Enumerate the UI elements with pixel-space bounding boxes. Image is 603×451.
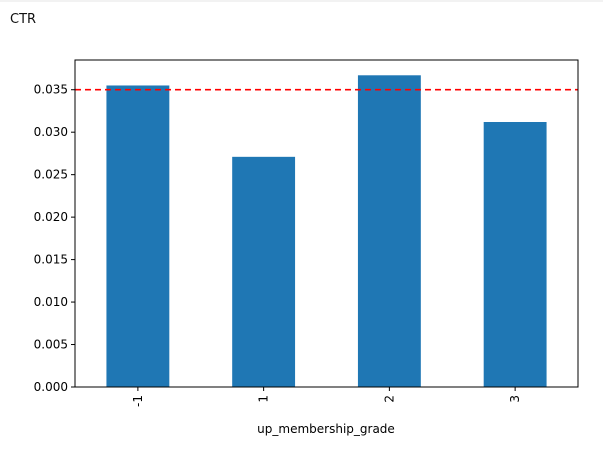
bars-group [106, 75, 547, 387]
plot-frame [74, 59, 579, 388]
x-axis-ticks: -1 1 2 3 [131, 387, 522, 407]
output-text: CTR [10, 12, 37, 27]
y-tick-label: 0.005 [34, 338, 68, 352]
cell-top-border [0, 0, 603, 2]
y-tick-label: 0.025 [34, 168, 68, 182]
bar-3 [483, 122, 547, 387]
x-tick-label: -1 [131, 395, 145, 407]
y-tick-label: 0.035 [34, 83, 68, 97]
bar--1 [106, 85, 170, 387]
y-axis-ticks: 0.000 0.005 0.010 0.015 0.020 0.025 0.030 0.035 [34, 83, 75, 394]
y-tick-label: 0.020 [34, 210, 68, 224]
bar-1 [232, 156, 296, 387]
y-tick-label: 0.000 [34, 380, 68, 394]
y-tick-label: 0.015 [34, 253, 68, 267]
x-axis-label: up_membership_grade [257, 422, 395, 436]
axes-group [74, 59, 579, 388]
x-tick-label: 3 [508, 395, 522, 403]
y-tick-label: 0.010 [34, 295, 68, 309]
x-tick-label: 2 [382, 395, 396, 403]
bar-2 [357, 75, 421, 387]
x-tick-label: 1 [257, 395, 271, 403]
y-tick-label: 0.030 [34, 125, 68, 139]
